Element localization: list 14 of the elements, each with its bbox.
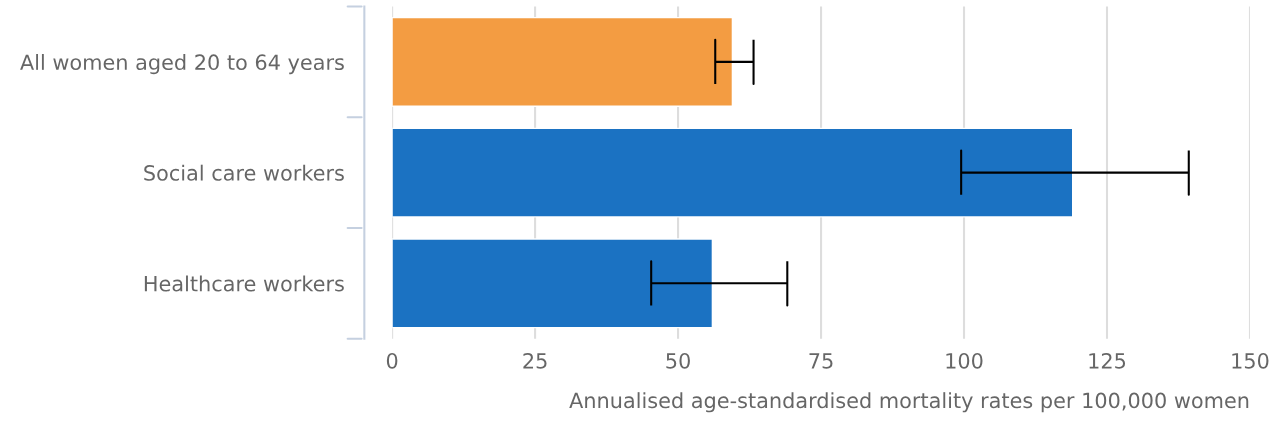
x-tick-label: 50 bbox=[666, 352, 690, 369]
x-axis-title: Annualised age-standardised mortality rates per 100,000 women bbox=[569, 392, 1249, 413]
bar bbox=[392, 127, 1074, 218]
y-tick-label: Social care workers bbox=[144, 164, 344, 181]
bar bbox=[392, 238, 714, 329]
x-tick-label: 25 bbox=[523, 352, 547, 369]
x-tick-label: 0 bbox=[386, 352, 398, 369]
x-tick-label: 150 bbox=[1232, 352, 1269, 369]
y-tick-label: Healthcare workers bbox=[144, 275, 344, 292]
x-tick-label: 125 bbox=[1089, 352, 1126, 369]
x-tick-label: 100 bbox=[946, 352, 983, 369]
bar bbox=[392, 16, 734, 107]
y-tick-label: All women aged 20 to 64 years bbox=[20, 53, 344, 75]
x-tick-label: 75 bbox=[809, 353, 833, 369]
